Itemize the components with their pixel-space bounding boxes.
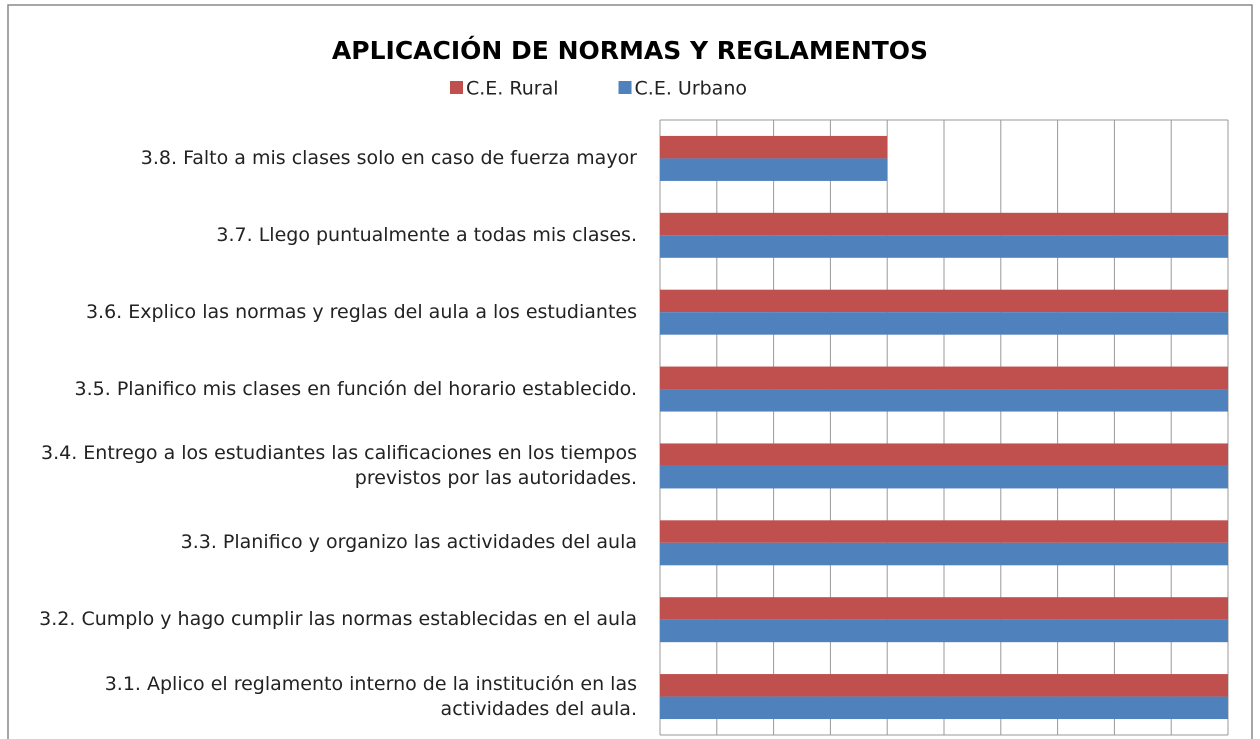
bar (660, 312, 1228, 335)
category-label: 3.5. Planifico mis clases en función del… (37, 351, 637, 428)
chart-title: APLICACIÓN DE NORMAS Y REGLAMENTOS (332, 35, 928, 65)
category-label: 3.8. Falto a mis clases solo en caso de … (37, 120, 637, 197)
category-label: 3.6. Explico las normas y reglas del aul… (37, 274, 637, 351)
bar (660, 597, 1228, 620)
category-text: 3.7. Llego puntualmente a todas mis clas… (216, 223, 637, 246)
category-text: 3.2. Cumplo y hago cumplir las normas es… (39, 608, 637, 631)
category-text: 3.3. Planifico y organizo las actividade… (180, 531, 637, 554)
legend-label: C.E. Urbano (635, 78, 747, 100)
bar (660, 465, 1228, 489)
category-text: 3.4. Entrego a los estudiantes las calif… (40, 441, 637, 489)
bar (660, 389, 1228, 412)
bar (660, 520, 1228, 543)
category-text: 3.8. Falto a mis clases solo en caso de … (140, 146, 637, 169)
category-text: 3.6. Explico las normas y reglas del aul… (85, 300, 637, 323)
category-label: 3.7. Llego puntualmente a todas mis clas… (37, 197, 637, 274)
bar (660, 542, 1228, 566)
category-label: 3.1. Aplico el reglamento interno de la … (37, 658, 637, 735)
category-text: 3.1. Aplico el reglamento interno de la … (104, 672, 637, 720)
bar (660, 135, 888, 159)
bar (660, 235, 1228, 258)
bar (660, 366, 1228, 390)
category-label: 3.4. Entrego a los estudiantes las calif… (37, 428, 637, 505)
category-text: 3.5. Planifico mis clases en función del… (74, 377, 637, 400)
bar (660, 158, 888, 181)
category-label: 3.2. Cumplo y hago cumplir las normas es… (37, 581, 637, 658)
category-label: 3.3. Planifico y organizo las actividade… (37, 504, 637, 581)
bar (660, 674, 1228, 697)
legend-swatch (618, 81, 632, 94)
legend-swatch (450, 81, 463, 94)
bar (660, 212, 1228, 236)
bar (660, 443, 1228, 466)
bar (660, 619, 1228, 643)
bar (660, 696, 1228, 720)
legend-label: C.E. Rural (466, 78, 559, 100)
bar (660, 289, 1228, 313)
